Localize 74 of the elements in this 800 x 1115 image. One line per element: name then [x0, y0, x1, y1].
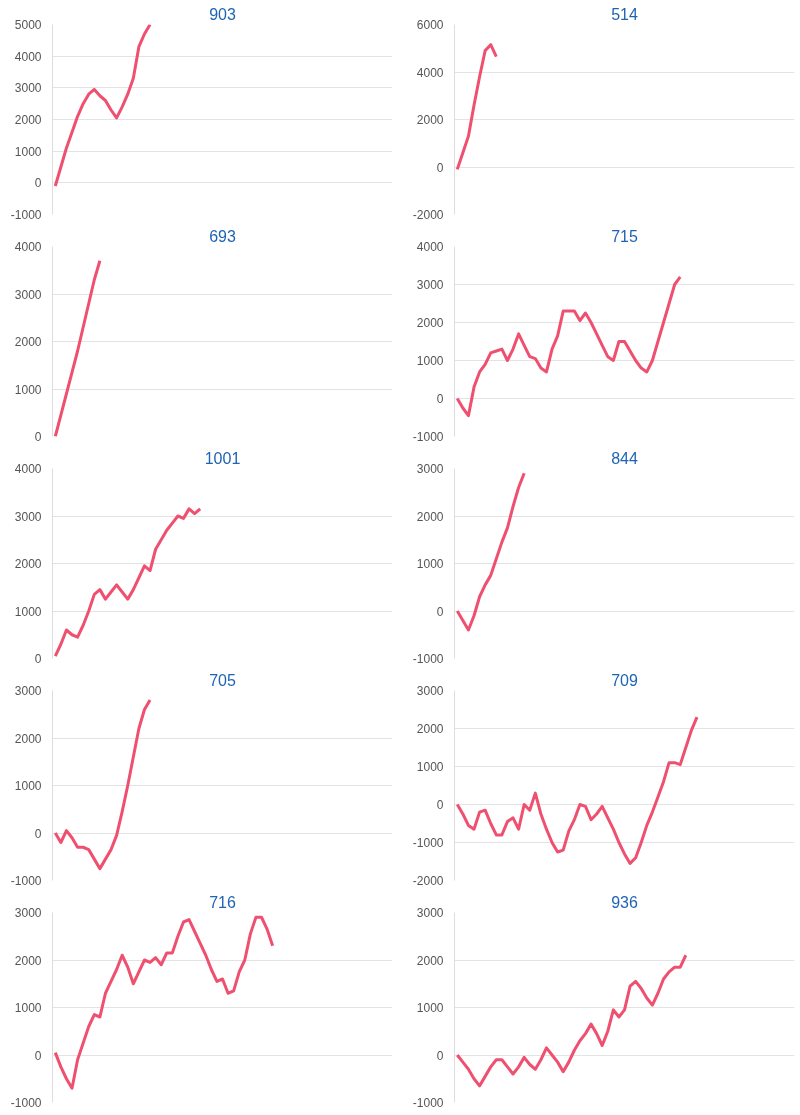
y-tick-label: 2000	[416, 113, 444, 127]
y-tick-label: 2000	[416, 509, 444, 524]
chart-title: 844	[611, 449, 638, 467]
y-tick-label: -1000	[10, 208, 42, 222]
y-tick-label: 0	[436, 604, 444, 619]
y-tick-label: 0	[34, 176, 42, 191]
y-tick-label: 3000	[14, 684, 42, 698]
y-tick-label: 1000	[14, 1001, 42, 1015]
line-series	[455, 715, 699, 865]
y-tick-label: -1000	[412, 652, 444, 666]
line-series	[455, 275, 682, 418]
y-tick-label: 4000	[416, 240, 444, 254]
y-tick-label: 1000	[416, 760, 444, 774]
y-tick-label: 1000	[14, 144, 42, 159]
y-tick-label: 0	[436, 392, 444, 406]
y-tick-label: 1000	[416, 557, 444, 571]
y-tick-label: -1000	[412, 836, 444, 850]
chart-title: 693	[209, 227, 236, 245]
line-series	[53, 24, 152, 188]
y-tick-label: 0	[34, 430, 42, 444]
y-tick-label: 6000	[416, 18, 444, 32]
y-tick-label: 4000	[14, 49, 42, 64]
y-tick-label: -1000	[412, 1096, 444, 1110]
chart-title: 1001	[204, 449, 241, 467]
y-tick-label: 3000	[416, 906, 444, 920]
y-tick-label: 1000	[416, 1001, 444, 1015]
line-series	[455, 953, 688, 1088]
y-tick-label: 1000	[14, 604, 42, 619]
y-tick-label: 3000	[14, 287, 42, 302]
y-tick-label: 5000	[14, 18, 42, 32]
chart-title: 715	[611, 227, 638, 245]
chart-title: 514	[611, 5, 638, 23]
chart-title: 903	[209, 5, 236, 23]
y-tick-label: 3000	[416, 462, 444, 476]
y-tick-label: 1000	[416, 354, 444, 368]
chart-title: 705	[209, 671, 236, 689]
y-tick-label: 0	[436, 1048, 444, 1063]
y-tick-label: 4000	[14, 462, 42, 476]
y-tick-label: -2000	[412, 874, 444, 888]
y-tick-label: 2000	[14, 953, 42, 968]
y-tick-label: 3000	[14, 81, 42, 96]
y-tick-label: 3000	[416, 684, 444, 698]
y-tick-label: 2000	[416, 722, 444, 736]
y-tick-label: 0	[436, 798, 444, 812]
y-tick-label: 2000	[14, 731, 42, 746]
y-tick-label: 2000	[14, 113, 42, 127]
line-series	[53, 915, 275, 1090]
y-tick-label: 0	[34, 1048, 42, 1063]
chart-title: 709	[611, 671, 638, 689]
y-tick-label: 0	[34, 826, 42, 841]
y-tick-label: 0	[34, 652, 42, 666]
y-tick-label: 2000	[14, 557, 42, 571]
y-tick-label: -1000	[10, 874, 42, 888]
y-tick-label: 2000	[14, 335, 42, 349]
y-tick-label: 3000	[14, 906, 42, 920]
y-tick-label: 4000	[416, 65, 444, 80]
y-tick-label: -1000	[10, 1096, 42, 1110]
y-tick-label: 0	[436, 160, 444, 175]
line-series	[53, 507, 202, 658]
line-series	[455, 43, 498, 171]
y-tick-label: 1000	[14, 382, 42, 397]
line-series	[53, 698, 152, 871]
line-series	[53, 259, 102, 437]
chart-title: 936	[611, 893, 638, 911]
y-tick-label: 3000	[416, 278, 444, 292]
line-series	[455, 471, 526, 632]
chart-title: 716	[209, 893, 236, 911]
y-tick-label: -1000	[412, 430, 444, 444]
y-tick-label: 1000	[14, 779, 42, 793]
y-tick-label: -2000	[412, 208, 444, 222]
y-tick-label: 4000	[14, 240, 42, 254]
y-tick-label: 2000	[416, 953, 444, 968]
y-tick-label: 3000	[14, 509, 42, 524]
y-tick-label: 2000	[416, 316, 444, 330]
